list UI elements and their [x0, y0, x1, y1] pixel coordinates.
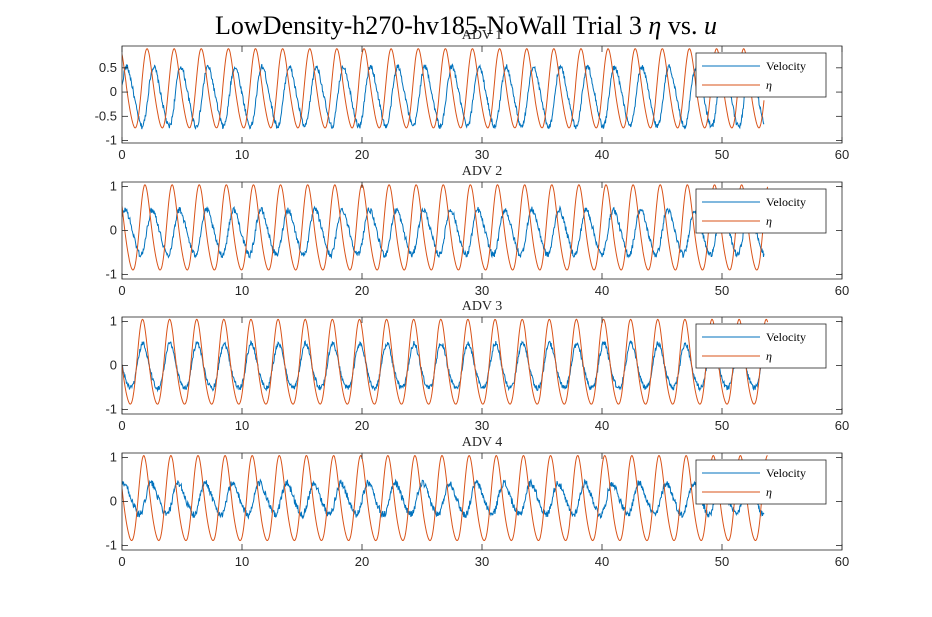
subplot-title: ADV 4 [462, 435, 503, 450]
series-group [122, 318, 769, 405]
x-tick-label: 40 [595, 418, 609, 433]
y-tick-label: 1 [110, 313, 117, 328]
x-tick-label: 30 [475, 554, 489, 569]
y-tick-label: 0.5 [99, 60, 117, 75]
x-tick-label: 40 [595, 147, 609, 162]
x-tick-label: 60 [835, 147, 849, 162]
x-tick-label: 10 [235, 418, 249, 433]
figure-title: LowDensity-h270-hv185-NoWall Trial 3 η v… [215, 11, 717, 40]
x-tick-label: 50 [715, 147, 729, 162]
x-tick-label: 60 [835, 283, 849, 298]
y-tick-label: -1 [105, 402, 117, 417]
x-tick-label: 0 [118, 418, 125, 433]
x-tick-label: 60 [835, 554, 849, 569]
x-tick-label: 20 [355, 554, 369, 569]
legend-label-eta: η [766, 349, 772, 363]
x-tick-label: 10 [235, 283, 249, 298]
x-tick-label: 60 [835, 418, 849, 433]
series-line-eta [122, 454, 768, 542]
subplot-adv-1: 0 10 20 30 40 50 60 -1 -0.5 0 0.5 ADV 1 Velocity η [95, 28, 850, 162]
x-tick-label: 10 [235, 554, 249, 569]
x-tick-label: 10 [235, 147, 249, 162]
x-tick-label: 30 [475, 418, 489, 433]
x-tick-label: 50 [715, 554, 729, 569]
x-tick-label: 30 [475, 283, 489, 298]
legend: Velocity η [695, 188, 827, 234]
legend-label-velocity: Velocity [766, 195, 806, 209]
y-tick-label: -1 [105, 267, 117, 282]
series-line-velocity [122, 205, 765, 260]
series-line-eta [122, 184, 769, 271]
legend-box [695, 52, 827, 98]
subplot-title: ADV 3 [462, 299, 503, 314]
y-tick-label: 0 [110, 358, 117, 373]
series-group [122, 184, 769, 271]
x-tick-label: 0 [118, 554, 125, 569]
series-line-eta [122, 48, 765, 129]
legend-label-eta: η [766, 214, 772, 228]
x-tick-label: 0 [118, 147, 125, 162]
series-line-velocity [122, 339, 765, 393]
legend-box [695, 188, 827, 234]
x-tick-label: 30 [475, 147, 489, 162]
legend-label-eta: η [766, 485, 772, 499]
x-tick-label: 20 [355, 283, 369, 298]
y-tick-label: 0 [110, 494, 117, 509]
y-tick-label: 1 [110, 178, 117, 193]
x-tick-label: 50 [715, 283, 729, 298]
x-tick-label: 40 [595, 283, 609, 298]
series-line-velocity [122, 478, 765, 520]
legend: Velocity η [695, 459, 827, 505]
subplot-title: ADV 2 [462, 164, 503, 179]
series-group [122, 454, 768, 542]
legend-label-velocity: Velocity [766, 330, 806, 344]
y-tick-label: -0.5 [95, 108, 117, 123]
x-tick-label: 20 [355, 418, 369, 433]
x-tick-label: 40 [595, 554, 609, 569]
legend-box [695, 323, 827, 369]
series-group [122, 48, 765, 130]
y-tick-label: 0 [110, 223, 117, 238]
x-tick-label: 20 [355, 147, 369, 162]
legend-label-velocity: Velocity [766, 466, 806, 480]
legend-label-eta: η [766, 78, 772, 92]
y-tick-label: 0 [110, 84, 117, 99]
x-tick-label: 50 [715, 418, 729, 433]
legend: Velocity η [695, 323, 827, 369]
subplot-title: ADV 1 [462, 28, 503, 43]
series-line-eta [122, 318, 769, 405]
legend: Velocity η [695, 52, 827, 98]
y-tick-label: 1 [110, 449, 117, 464]
y-tick-label: -1 [105, 538, 117, 553]
series-line-velocity [122, 63, 765, 130]
legend-label-velocity: Velocity [766, 59, 806, 73]
legend-box [695, 459, 827, 505]
y-tick-label: -1 [105, 133, 117, 148]
x-tick-label: 0 [118, 283, 125, 298]
